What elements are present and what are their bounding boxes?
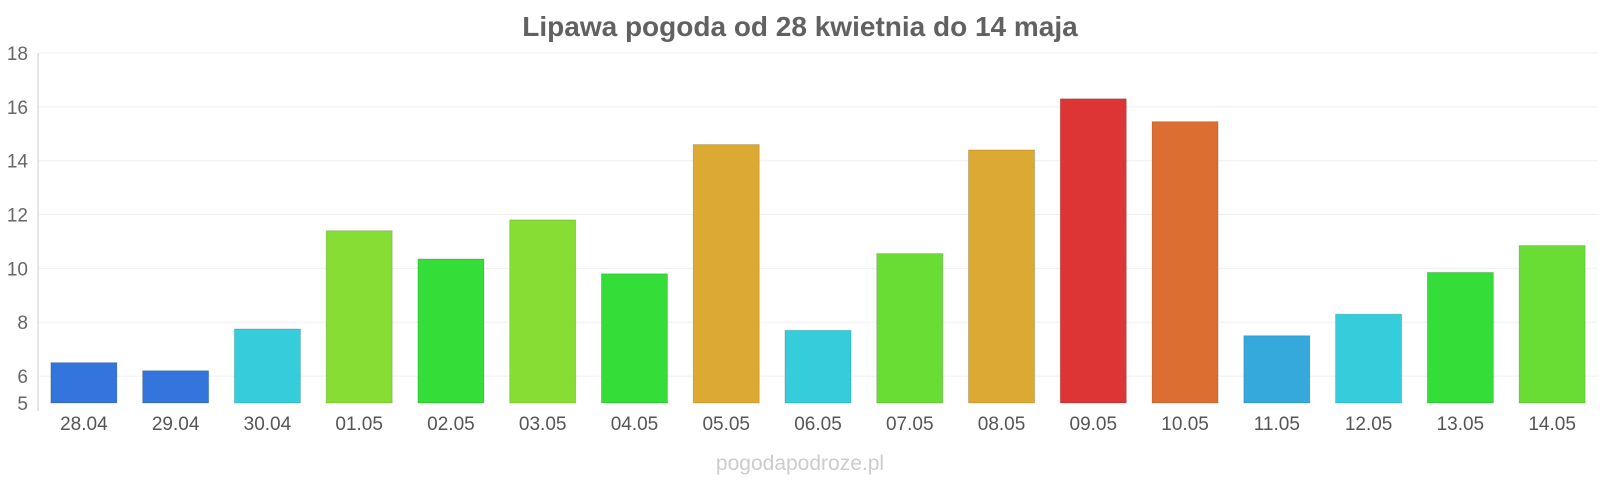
bar-03.05 bbox=[509, 219, 577, 404]
x-tick-label: 09.05 bbox=[1070, 414, 1118, 435]
bars bbox=[50, 98, 1586, 404]
bar-08.05 bbox=[967, 149, 1036, 404]
bar-29.04 bbox=[142, 370, 210, 404]
bar-04.05 bbox=[600, 273, 669, 404]
y-tick-label: 10 bbox=[7, 259, 28, 280]
bar-06.05 bbox=[784, 329, 852, 404]
x-axis-ticks: 28.04 29.04 30.04 01.05 02.05 03.05 04.05 05.05… bbox=[60, 414, 1576, 435]
bar-09.05 bbox=[1059, 98, 1127, 404]
x-tick-label: 06.05 bbox=[794, 414, 842, 435]
x-tick-label: 08.05 bbox=[978, 414, 1026, 435]
x-tick-label: 14.05 bbox=[1528, 414, 1576, 435]
bar-05.05 bbox=[692, 144, 760, 404]
y-tick-label: 5 bbox=[17, 394, 28, 415]
bar-28.04 bbox=[50, 362, 118, 404]
bar-07.05 bbox=[876, 253, 944, 404]
y-tick-label: 14 bbox=[7, 152, 29, 173]
chart-title: Lipawa pogoda od 28 kwietnia do 14 maja bbox=[522, 11, 1078, 42]
y-tick-label: 6 bbox=[17, 367, 28, 388]
y-axis-ticks: 5 6 8 10 12 14 16 18 bbox=[7, 44, 29, 415]
bar-11.05 bbox=[1243, 335, 1311, 404]
x-tick-label: 07.05 bbox=[886, 414, 934, 435]
x-tick-label: 12.05 bbox=[1345, 414, 1393, 435]
x-tick-label: 11.05 bbox=[1254, 414, 1300, 435]
x-tick-label: 13.05 bbox=[1437, 414, 1485, 435]
bar-30.04 bbox=[233, 328, 301, 404]
x-tick-label: 29.04 bbox=[152, 414, 200, 435]
x-tick-label: 01.05 bbox=[335, 414, 383, 435]
bar-10.05 bbox=[1151, 121, 1219, 404]
y-tick-label: 8 bbox=[17, 313, 28, 334]
x-tick-label: 03.05 bbox=[519, 414, 567, 435]
x-tick-label: 10.05 bbox=[1161, 414, 1209, 435]
y-tick-label: 12 bbox=[7, 206, 28, 227]
x-tick-label: 02.05 bbox=[427, 414, 475, 435]
x-tick-label: 30.04 bbox=[244, 414, 292, 435]
grid-lines bbox=[38, 52, 1598, 377]
y-tick-label: 18 bbox=[7, 44, 28, 65]
bar-01.05 bbox=[325, 230, 393, 404]
y-tick-label: 16 bbox=[7, 98, 28, 119]
watermark-text: pogodapodroze.pl bbox=[716, 452, 884, 475]
bar-02.05 bbox=[417, 258, 485, 404]
x-tick-label: 28.04 bbox=[60, 414, 108, 435]
bar-13.05 bbox=[1426, 271, 1494, 404]
bar-14.05 bbox=[1518, 245, 1586, 404]
x-tick-label: 04.05 bbox=[611, 414, 659, 435]
x-tick-label: 05.05 bbox=[702, 414, 750, 435]
bar-12.05 bbox=[1335, 313, 1403, 404]
